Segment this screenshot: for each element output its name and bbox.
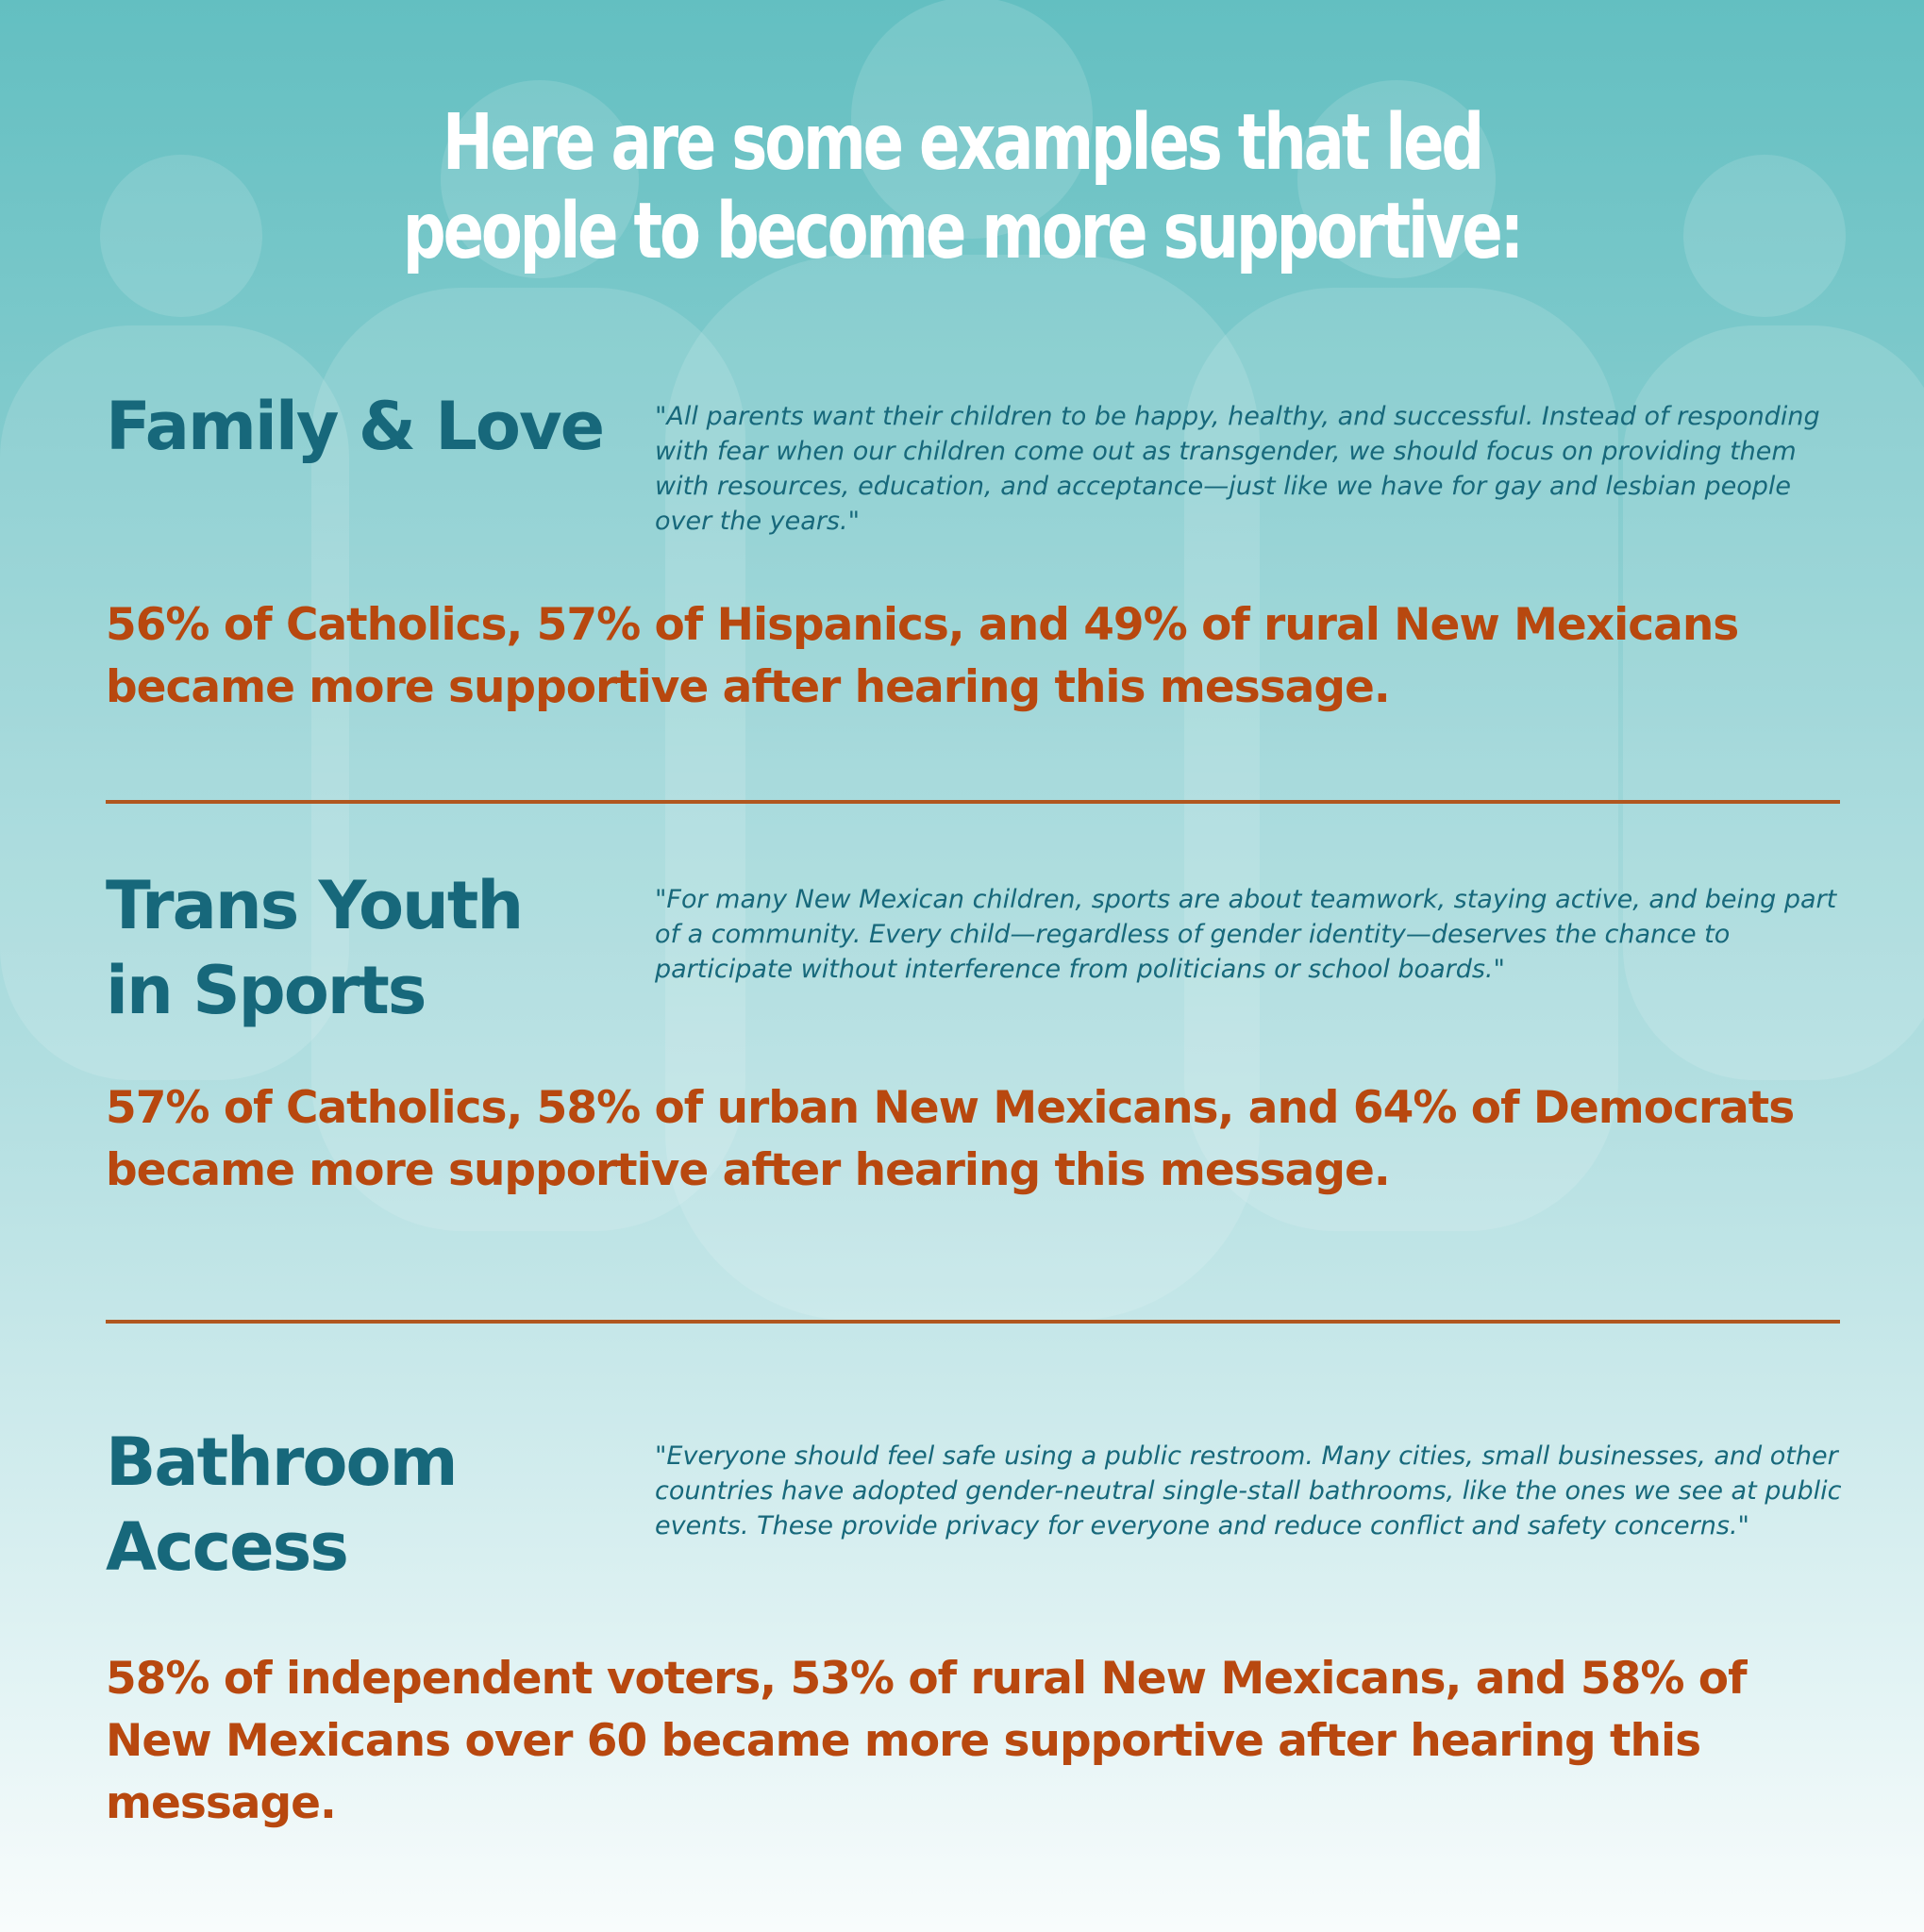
topic-title-family-love: Family & Love — [106, 384, 605, 469]
topic-title-line: in Sports — [106, 952, 427, 1029]
person-silhouette-icon — [1623, 155, 1924, 1080]
section-divider — [106, 1320, 1840, 1324]
topic-title-trans-youth-sports: Trans Youth in Sports — [106, 863, 524, 1033]
stat-bathroom-access: 58% of independent voters, 53% of rural … — [106, 1653, 1748, 1829]
person-silhouette-icon — [1184, 80, 1618, 1231]
person-silhouette-icon — [665, 0, 1260, 1321]
quote-bathroom-access: "Everyone should feel safe using a publi… — [655, 1441, 1842, 1541]
topic-title-bathroom-access: Bathroom Access — [106, 1420, 459, 1590]
headline-line-2: people to become more supportive: — [402, 187, 1524, 276]
topic-title-line: Bathroom — [106, 1424, 459, 1501]
section-divider — [106, 800, 1840, 804]
topic-title-line: Access — [106, 1508, 349, 1586]
topic-title-line: Family & Love — [106, 388, 605, 465]
topic-title-line: Trans Youth — [106, 867, 524, 944]
person-silhouette-icon — [311, 80, 745, 1231]
quote-trans-youth-sports: "For many New Mexican children, sports a… — [655, 885, 1837, 984]
stat-family-love: 56% of Catholics, 57% of Hispanics, and … — [106, 599, 1739, 713]
person-silhouette-icon — [0, 155, 349, 1080]
quote-family-love: "All parents want their children to be h… — [655, 402, 1820, 536]
headline-line-1: Here are some examples that led — [442, 98, 1484, 188]
stat-trans-youth-sports: 57% of Catholics, 58% of urban New Mexic… — [106, 1082, 1795, 1196]
headline: Here are some examples that led people t… — [211, 99, 1712, 276]
